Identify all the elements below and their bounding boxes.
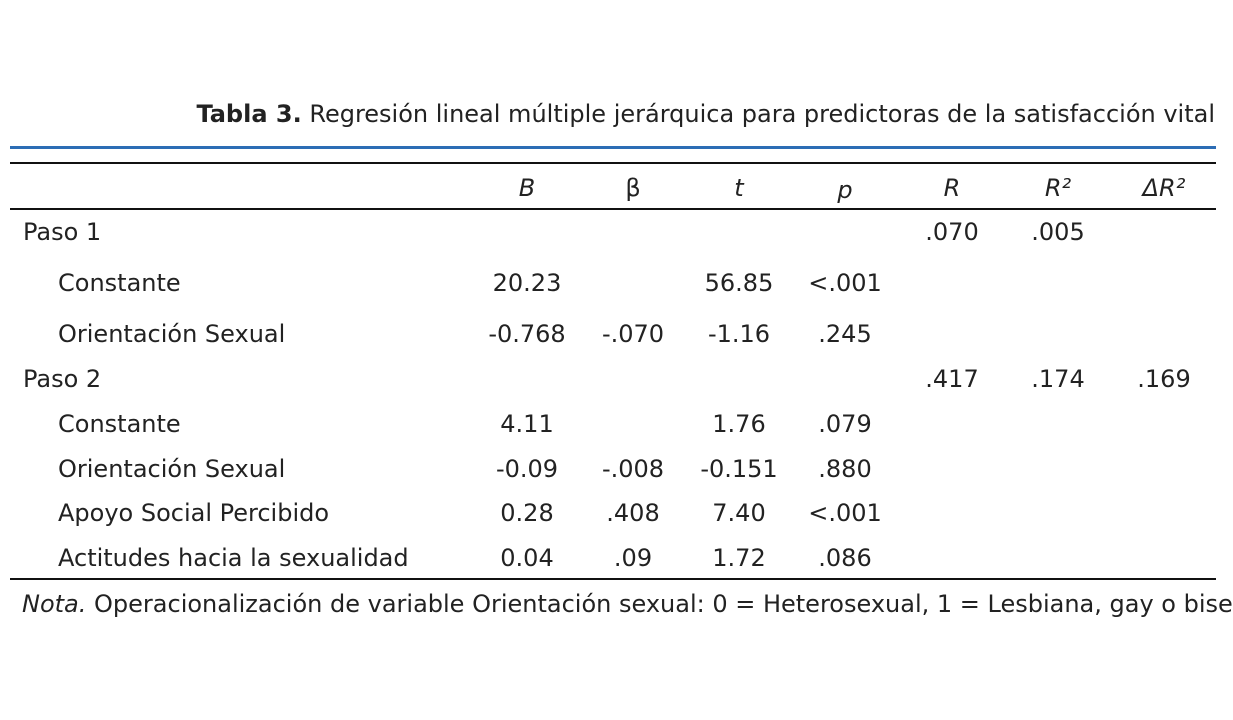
cell-t: 1.72 [712, 544, 766, 572]
caption-rule [10, 146, 1216, 149]
header-p: p [837, 176, 853, 204]
row-label: Constante [58, 410, 181, 438]
cell-beta: -.070 [601, 320, 665, 348]
row-label: Orientación Sexual [58, 455, 286, 483]
cell-r2: .174 [1031, 365, 1085, 393]
row-label: Constante [58, 269, 181, 297]
cell-p: <.001 [808, 499, 882, 527]
cell-p: .086 [818, 544, 872, 572]
row-label: Paso 2 [23, 365, 102, 393]
header-rule [10, 208, 1216, 210]
cell-p: .079 [818, 410, 872, 438]
cell-beta: .408 [606, 499, 660, 527]
table-bottom-rule [10, 578, 1216, 580]
cell-p: .245 [818, 320, 872, 348]
caption-title: Regresión lineal múltiple jerárquica par… [309, 100, 1215, 128]
header-delta-r2: ΔR² [1142, 174, 1186, 202]
cell-b: 20.23 [492, 269, 562, 297]
cell-p: .880 [818, 455, 872, 483]
cell-r: .070 [925, 218, 979, 246]
note-label: Nota. [22, 590, 87, 618]
table-top-rule [10, 162, 1216, 164]
cell-r: .417 [925, 365, 979, 393]
cell-t: 56.85 [704, 269, 774, 297]
cell-dr2: .169 [1137, 365, 1191, 393]
header-t: t [734, 174, 744, 202]
cell-beta: .09 [613, 544, 653, 572]
row-label: Orientación Sexual [58, 320, 286, 348]
cell-beta: -.008 [601, 455, 665, 483]
header-b: B [518, 174, 536, 202]
header-r: R [943, 174, 961, 202]
caption-label: Tabla 3. [196, 100, 302, 128]
header-r2: R² [1044, 174, 1072, 202]
cell-t: 7.40 [712, 499, 766, 527]
cell-p: <.001 [808, 269, 882, 297]
cell-b: 4.11 [500, 410, 554, 438]
cell-b: -0.09 [495, 455, 559, 483]
cell-b: 0.04 [500, 544, 554, 572]
cell-t: -1.16 [707, 320, 771, 348]
cell-t: 1.76 [712, 410, 766, 438]
table-note: Nota. Operacionalización de variable Ori… [22, 590, 1233, 618]
cell-t: -0.151 [700, 455, 778, 483]
cell-b: 0.28 [500, 499, 554, 527]
row-label: Apoyo Social Percibido [58, 499, 330, 527]
row-label: Paso 1 [23, 218, 102, 246]
row-label: Actitudes hacia la sexualidad [58, 544, 409, 572]
header-beta: β [625, 174, 641, 202]
table-caption: Tabla 3. Regresión lineal múltiple jerár… [196, 100, 1215, 128]
cell-b: -0.768 [488, 320, 566, 348]
cell-r2: .005 [1031, 218, 1085, 246]
note-text: Operacionalización de variable Orientaci… [94, 590, 1233, 618]
